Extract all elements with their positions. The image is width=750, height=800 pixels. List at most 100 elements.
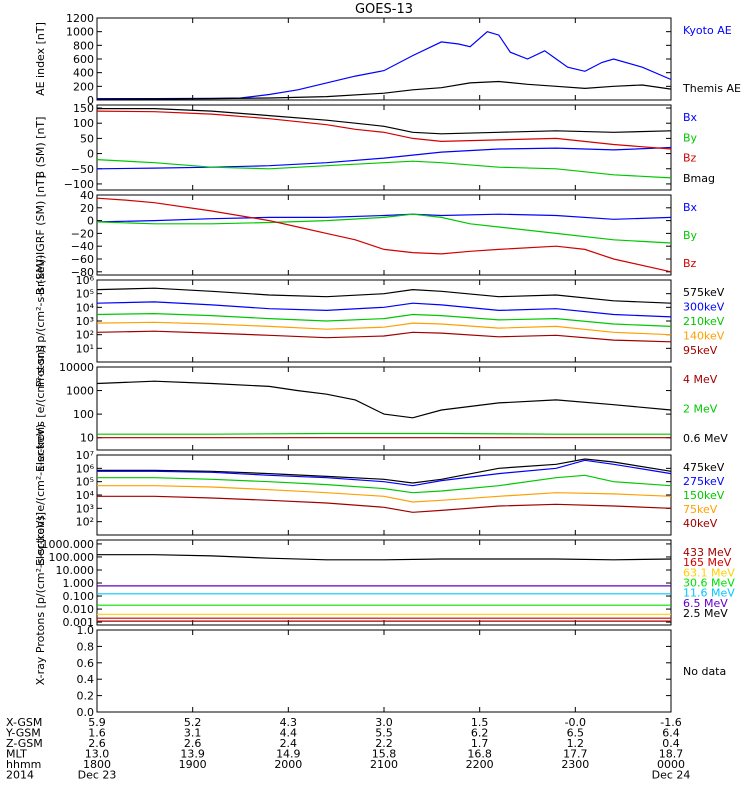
y-tick-label: 200 (73, 80, 94, 93)
legend-entry: 300keV (683, 301, 725, 314)
y-tick-label: 0.010 (63, 603, 95, 616)
y-tick-label: 0 (87, 215, 94, 228)
legend-entry: Bz (683, 152, 697, 165)
y-tick-label: 10⁶ (76, 274, 95, 287)
x-axis-tick-value: 6.2 (471, 727, 489, 740)
x-axis-tick-value: 4.3 (280, 716, 298, 729)
legend-entry: 30.6 MeV (683, 577, 735, 590)
x-axis-tick-value: 2.6 (184, 737, 202, 750)
x-axis-tick-value: 5.5 (375, 727, 393, 740)
y-tick-label: 10.000 (56, 564, 95, 577)
y-axis-label: Electrons e/(cm²-s-sr-keV) (34, 424, 47, 566)
series-line (97, 554, 672, 561)
legend-entry: Kyoto AE (683, 24, 732, 37)
series-line (96, 301, 672, 318)
x-axis-row-label: X-GSM (6, 716, 42, 729)
legend-entry: By (683, 131, 698, 144)
legend-entry: 4 MeV (683, 373, 718, 386)
legend-entry: 0.6 MeV (683, 432, 728, 445)
y-tick-label: 1200 (66, 12, 94, 25)
series-line (96, 159, 672, 179)
y-tick-label: 10² (76, 329, 94, 342)
x-axis-tick-value: 0000 (657, 758, 685, 771)
x-axis-tick-value: 0.4 (662, 737, 680, 750)
legend-entry: 433 MeV (683, 546, 732, 559)
series-line (96, 287, 672, 304)
x-axis-tick-value: 6.4 (662, 727, 680, 740)
y-tick-label: −60 (71, 253, 94, 266)
panel-8: 0.0 0.2 0.4 0.6 0.8 1.0 X-ray No data (34, 624, 726, 719)
y-axis-label: Protons [p/(cm²-s-sr-keV)] (34, 512, 47, 653)
x-axis-tick-value: Dec 23 (78, 769, 117, 782)
x-axis-tick-value: 16.8 (467, 748, 492, 761)
y-tick-label: 10⁵ (76, 288, 94, 301)
legend-entry: 63.1 MeV (683, 566, 735, 579)
y-tick-label: −40 (71, 240, 94, 253)
x-axis-tick-value: 5.9 (88, 716, 106, 729)
y-tick-label: 50 (80, 132, 94, 145)
x-axis-tick-value: 1.6 (88, 727, 106, 740)
y-tick-label: 150 (73, 102, 94, 115)
legend-entry: 475keV (683, 461, 725, 474)
legend-entry: 2.5 MeV (683, 607, 728, 620)
series-line (97, 107, 672, 135)
legend-entry: Bmag (683, 172, 715, 185)
legend-entry: 40keV (683, 517, 718, 530)
y-tick-label: 10 (80, 432, 94, 445)
y-tick-label: 400 (73, 67, 94, 80)
y-tick-label: 800 (73, 39, 94, 52)
y-tick-label: 0.6 (77, 657, 95, 670)
y-tick-label: 20 (80, 202, 94, 215)
y-tick-label: 100 (73, 408, 94, 421)
series-line (96, 110, 672, 150)
x-axis-tick-value: 2300 (561, 758, 589, 771)
x-axis-tick-value: Dec 24 (652, 769, 691, 782)
y-tick-label: 1.000 (63, 577, 95, 590)
x-axis-row-label: hhmm (6, 758, 41, 771)
series-line (97, 485, 672, 503)
y-tick-label: 10² (76, 516, 94, 529)
x-axis-tick-value: 2000 (274, 758, 302, 771)
x-axis-tick-value: 18.7 (659, 748, 684, 761)
legend-entry: By (683, 229, 698, 242)
x-axis-tick-value: 3.0 (375, 716, 393, 729)
series-line (97, 31, 672, 100)
y-tick-label: 10³ (76, 315, 94, 328)
x-axis-tick-value: 2200 (466, 758, 494, 771)
panel-2: −100 −50 0 50 100 150 B (SM) [nT] Bx By Bz Bmag (34, 102, 715, 191)
series-line (96, 330, 672, 343)
y-tick-label: 40 (80, 189, 94, 202)
x-axis-tick-value: -1.6 (660, 716, 681, 729)
series-line (97, 458, 672, 484)
y-tick-label: 10⁴ (76, 489, 95, 502)
y-tick-label: 10¹ (76, 342, 94, 355)
y-tick-label: 10000 (59, 361, 94, 374)
x-axis-tick-value: 2.2 (375, 737, 393, 750)
plot-title: GOES-13 (355, 2, 413, 17)
x-axis-tick-value: 1.7 (471, 737, 489, 750)
legend-entry: 165 MeV (683, 556, 732, 569)
x-axis-row-label: 2014 (6, 769, 34, 782)
legend-entry: 210keV (683, 315, 725, 328)
y-tick-label: 10³ (76, 502, 94, 515)
x-axis-tick-value: 2100 (370, 758, 398, 771)
series-line (96, 146, 672, 170)
x-axis-tick-value: 17.7 (563, 748, 588, 761)
x-axis-tick-value: 1.5 (471, 716, 489, 729)
legend-entry: Themis AE (682, 82, 741, 95)
series-line (97, 432, 671, 435)
panel-7: 0.0010.0100.1001.00010.000100.0001000.00… (34, 512, 735, 653)
y-tick-label: 100.000 (49, 551, 95, 564)
x-axis-row-label: Y-GSM (5, 727, 41, 740)
y-tick-label: 0 (87, 148, 94, 161)
series-line (96, 80, 672, 100)
x-axis-tick-value: 1900 (179, 758, 207, 771)
x-axis-tick-value: 15.8 (372, 748, 397, 761)
y-tick-label: 0.2 (77, 690, 95, 703)
y-tick-label: 0.8 (77, 640, 95, 653)
y-axis-label: X-ray (34, 656, 47, 685)
x-axis-row-label: MLT (6, 748, 27, 761)
legend-entry: 6.5 MeV (683, 597, 728, 610)
